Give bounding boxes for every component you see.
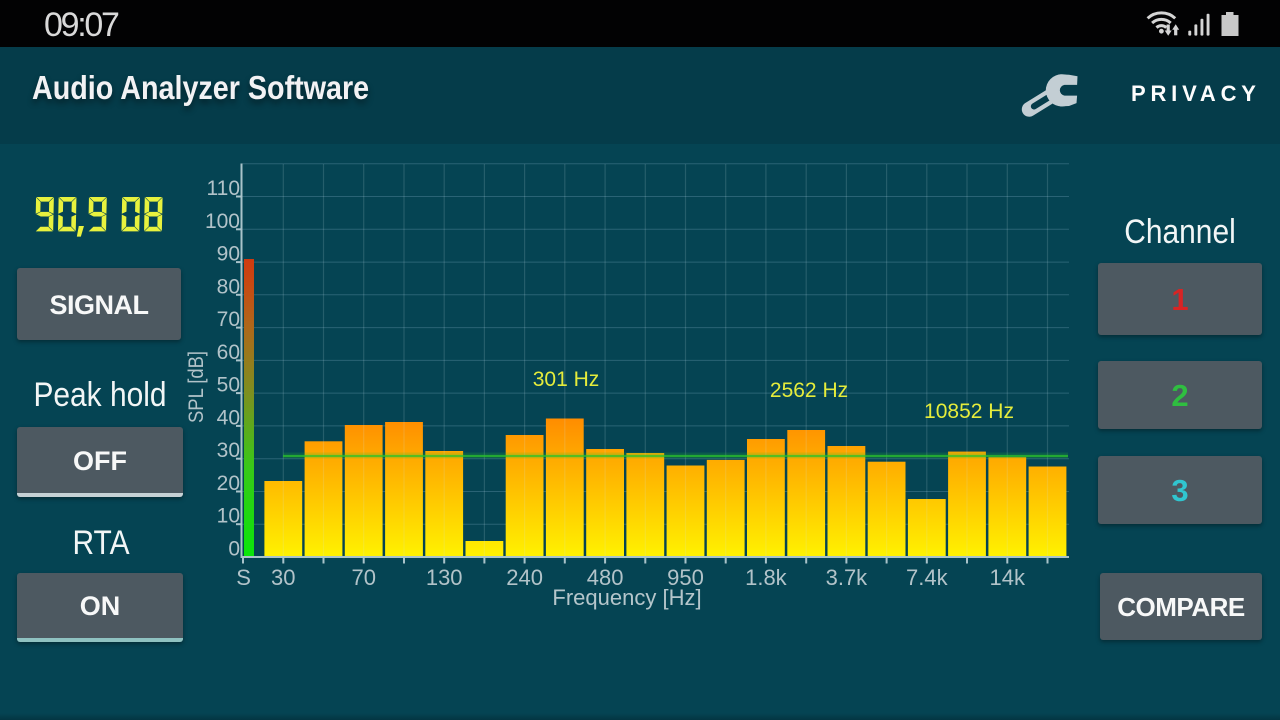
svg-text:7.4k: 7.4k xyxy=(906,565,949,590)
svg-text:20: 20 xyxy=(217,472,240,495)
svg-text:301 Hz: 301 Hz xyxy=(533,368,600,391)
svg-text:70: 70 xyxy=(217,308,240,331)
svg-text:0: 0 xyxy=(228,538,240,561)
svg-text:2562 Hz: 2562 Hz xyxy=(770,379,848,402)
svg-text:Frequency [Hz]: Frequency [Hz] xyxy=(552,585,701,610)
svg-text:40: 40 xyxy=(217,406,240,429)
svg-text:14k: 14k xyxy=(990,565,1026,590)
svg-text:70: 70 xyxy=(351,565,375,590)
svg-text:60: 60 xyxy=(217,341,240,364)
svg-text:S: S xyxy=(236,565,251,590)
svg-text:50: 50 xyxy=(217,374,240,397)
svg-text:90: 90 xyxy=(217,243,240,266)
svg-text:SPL [dB]: SPL [dB] xyxy=(185,351,208,423)
svg-text:30: 30 xyxy=(217,439,240,462)
svg-text:1.8k: 1.8k xyxy=(745,565,788,590)
svg-text:240: 240 xyxy=(506,565,543,590)
svg-text:480: 480 xyxy=(587,565,624,590)
svg-text:80: 80 xyxy=(217,275,240,298)
svg-text:3.7k: 3.7k xyxy=(826,565,869,590)
svg-text:30: 30 xyxy=(271,565,295,590)
svg-text:130: 130 xyxy=(426,565,463,590)
svg-text:950: 950 xyxy=(667,565,704,590)
svg-text:10852 Hz: 10852 Hz xyxy=(924,400,1014,423)
svg-text:10: 10 xyxy=(217,505,240,528)
svg-text:100: 100 xyxy=(205,210,240,233)
svg-text:110: 110 xyxy=(207,177,240,200)
